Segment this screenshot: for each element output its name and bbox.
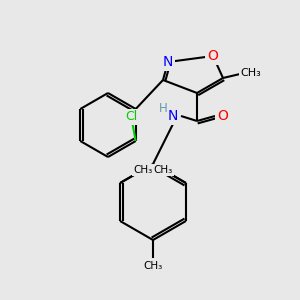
Text: O: O (218, 109, 228, 123)
Text: CH₃: CH₃ (154, 165, 173, 175)
Text: O: O (208, 49, 218, 63)
Text: CH₃: CH₃ (241, 68, 261, 78)
Text: H: H (159, 101, 167, 115)
Text: Cl: Cl (126, 110, 138, 124)
Text: CH₃: CH₃ (143, 261, 163, 271)
Text: CH₃: CH₃ (133, 165, 152, 175)
Text: N: N (163, 55, 173, 69)
Text: N: N (168, 109, 178, 123)
